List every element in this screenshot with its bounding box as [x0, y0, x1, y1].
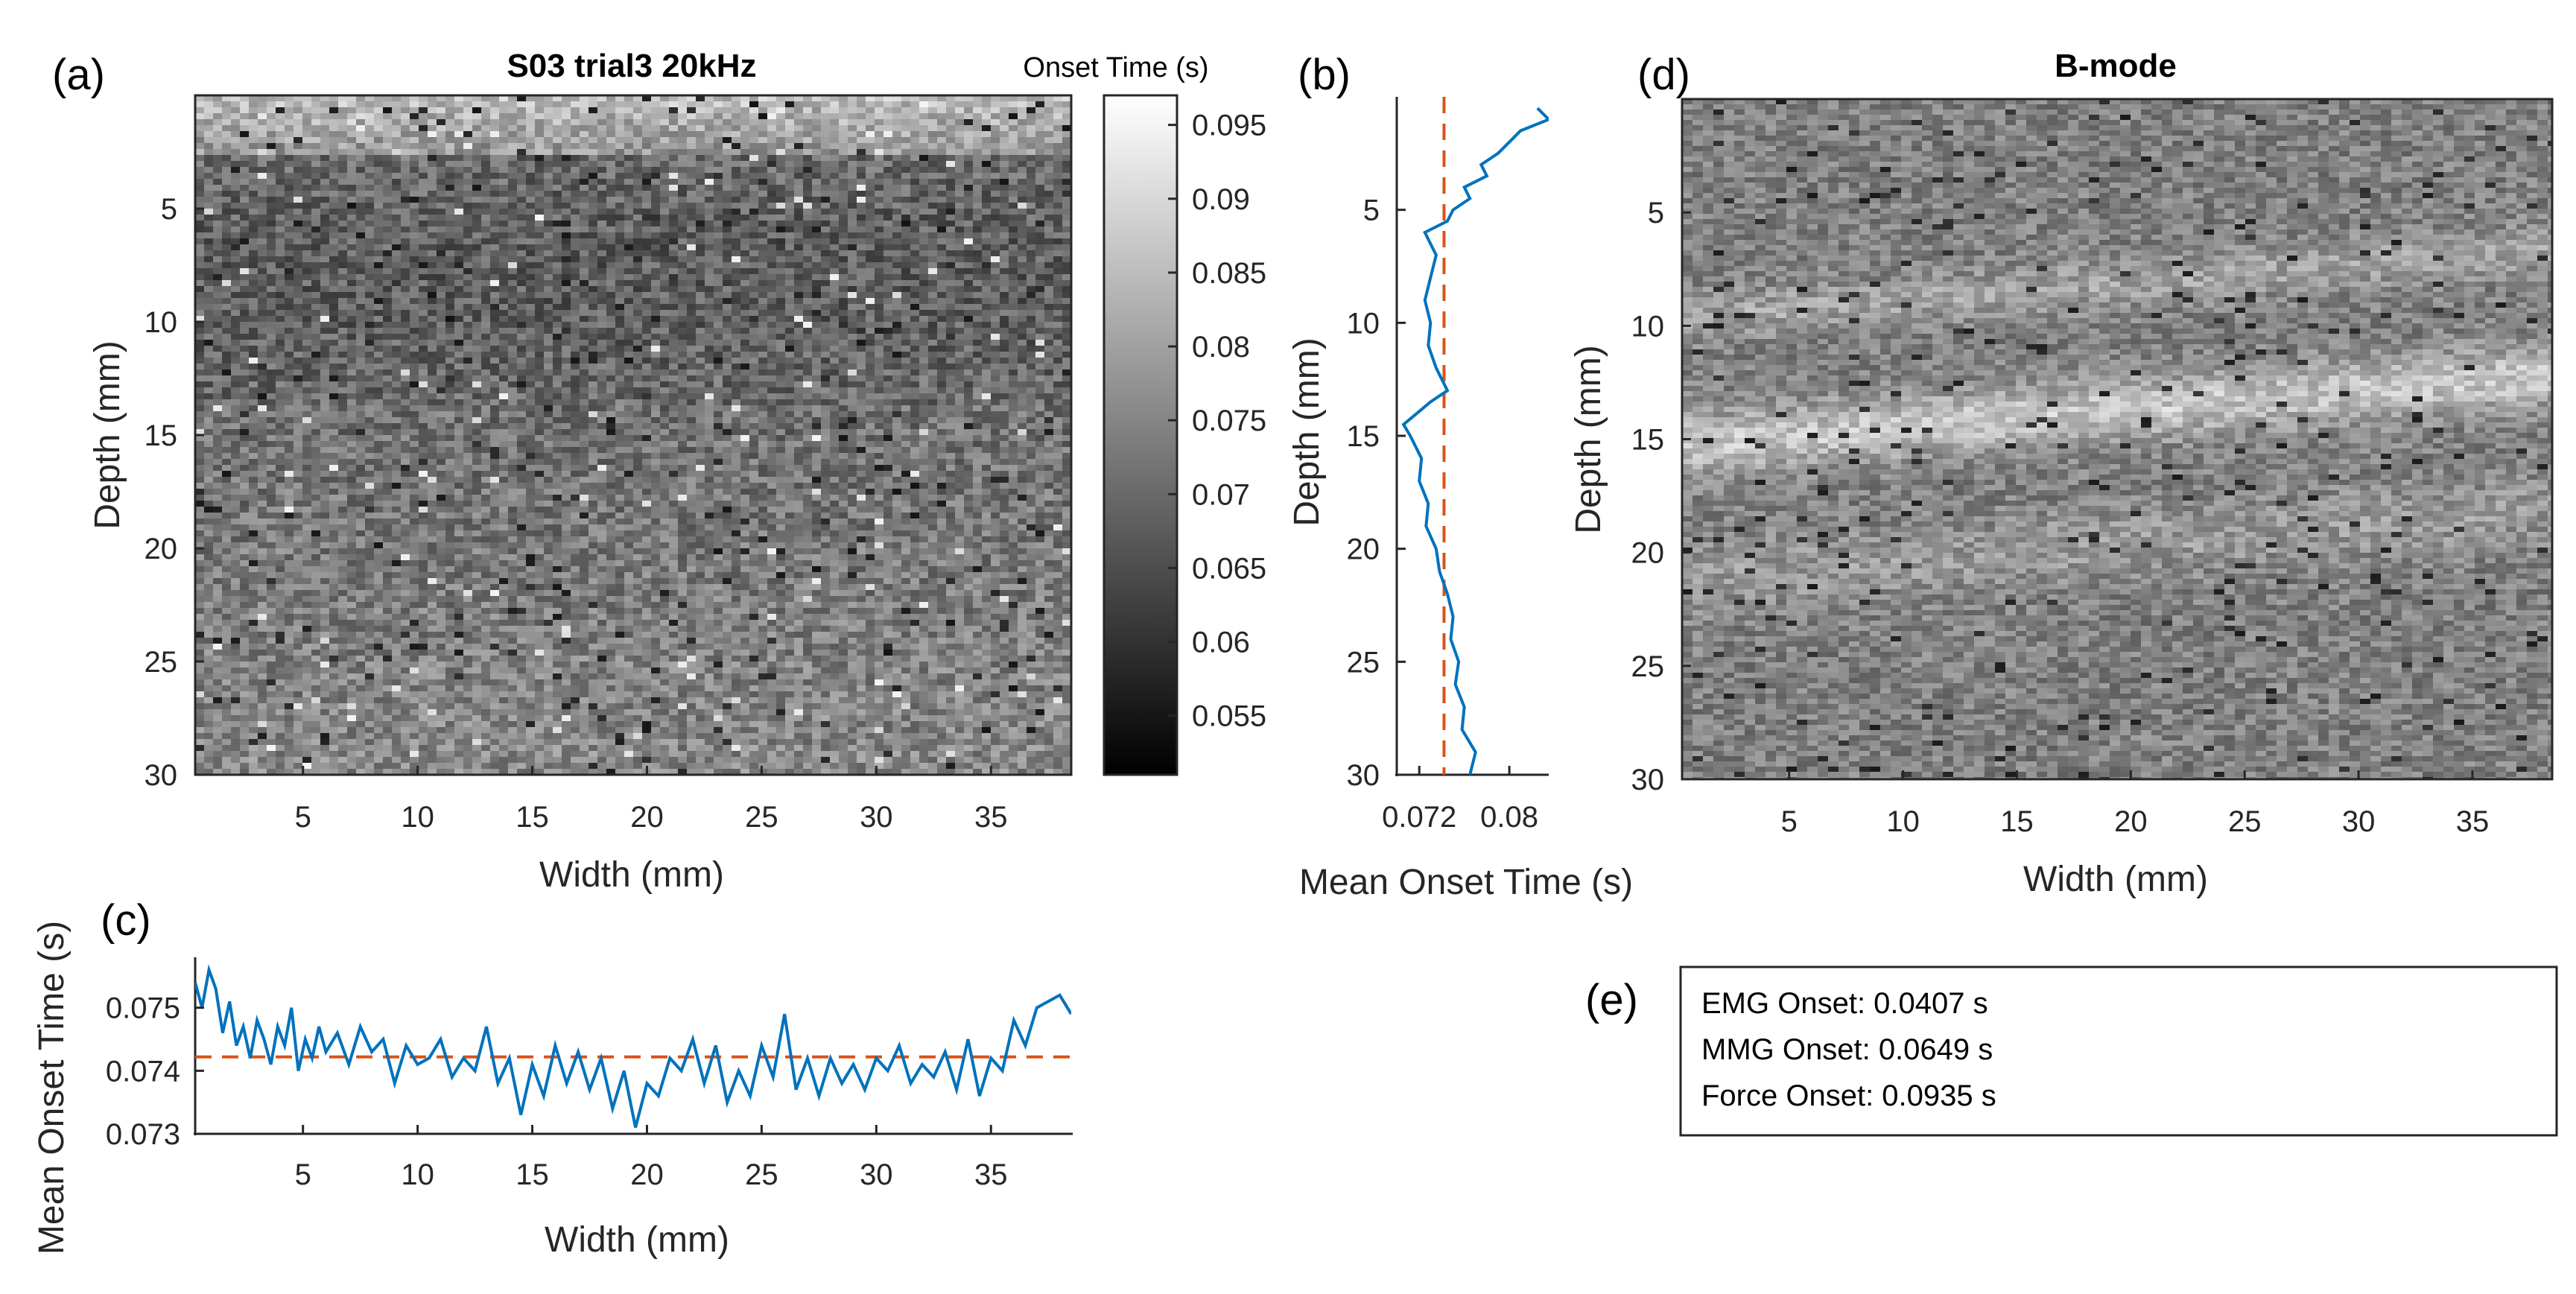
x-tick-label: 30 — [2342, 805, 2376, 838]
colorbar-tick-label: 0.085 — [1192, 257, 1266, 290]
panel-b-ticks: 0.072 0.08 5 10 15 20 25 30 — [1347, 194, 1539, 834]
colorbar-tick-label: 0.09 — [1192, 183, 1250, 216]
panel-d-bmode-image — [1682, 99, 2552, 779]
panel-a-title: S03 trial3 20kHz — [507, 48, 756, 84]
x-tick-label: 10 — [401, 1158, 434, 1191]
x-tick-label: 0.072 — [1382, 801, 1456, 834]
colorbar-tick-label: 0.06 — [1192, 627, 1250, 659]
panel-b: 0.072 0.08 5 10 15 20 25 30 Mean Onset Time (s)… — [1287, 97, 1633, 902]
panel-d-ticks: 5 10 15 20 25 30 35 5 10 15 20 25 30 — [1631, 197, 2490, 838]
info-force-onset: Force Onset: 0.0935 s — [1701, 1079, 1996, 1112]
x-tick-label: 20 — [630, 801, 664, 834]
y-tick-label: 15 — [1631, 424, 1665, 457]
panel-a-heatmap — [195, 95, 1071, 775]
panel-a: S03 trial3 20kHz 5 10 15 20 25 30 35 5 10 15 20 25 3… — [88, 48, 1073, 895]
colorbar-title: Onset Time (s) — [1023, 52, 1208, 83]
panel-c-series-line — [195, 964, 1071, 1129]
x-tick-label: 35 — [974, 1158, 1008, 1191]
panel-b-ylabel: Depth (mm) — [1287, 337, 1327, 526]
x-tick-label: 5 — [1781, 805, 1798, 838]
x-tick-label: 25 — [2228, 805, 2262, 838]
colorbar-ticks: 0.055 0.06 0.065 0.07 0.075 0.08 0.085 0.09 0.09… — [1168, 110, 1266, 733]
y-tick-label: 0.074 — [106, 1055, 180, 1088]
y-tick-label: 30 — [145, 759, 178, 792]
info-emg-onset: EMG Onset: 0.0407 s — [1701, 987, 1988, 1020]
x-tick-label: 25 — [745, 801, 778, 834]
panel-d-title: B-mode — [2055, 48, 2177, 84]
colorbar-gradient — [1103, 94, 1178, 776]
x-tick-label: 10 — [401, 801, 434, 834]
info-box-frame — [1679, 965, 2558, 1137]
panel-c-ylabel: Mean Onset Time (s) — [32, 921, 72, 1255]
y-tick-label: 0.073 — [106, 1118, 180, 1151]
x-tick-label: 0.08 — [1480, 801, 1538, 834]
x-tick-label: 15 — [515, 801, 549, 834]
x-tick-label: 15 — [515, 1158, 549, 1191]
panel-c-xlabel: Width (mm) — [545, 1220, 729, 1260]
colorbar-tick-label: 0.065 — [1192, 552, 1266, 585]
colorbar-tick-label: 0.095 — [1192, 110, 1266, 142]
y-tick-label: 5 — [1648, 197, 1664, 229]
x-tick-label: 30 — [860, 801, 893, 834]
panel-label-d: (d) — [1637, 51, 1690, 99]
panel-label-b: (b) — [1298, 51, 1351, 99]
panel-a-xlabel: Width (mm) — [539, 855, 724, 895]
colorbar-tick-label: 0.075 — [1192, 405, 1266, 437]
x-tick-label: 20 — [2114, 805, 2148, 838]
y-tick-label: 25 — [145, 646, 178, 679]
panel-d-xlabel: Width (mm) — [2023, 860, 2208, 899]
y-tick-label: 15 — [1347, 420, 1380, 453]
x-tick-label: 25 — [745, 1158, 778, 1191]
panel-label-a: (a) — [52, 51, 105, 99]
panel-b-xlabel: Mean Onset Time (s) — [1299, 863, 1633, 902]
panel-d: B-mode 5 10 15 20 25 30 35 5 10 15 20 25 30 Width (m… — [1569, 48, 2554, 899]
y-tick-label: 10 — [1347, 307, 1380, 340]
panel-label-e: (e) — [1585, 976, 1638, 1024]
info-box: EMG Onset: 0.0407 s MMG Onset: 0.0649 s … — [1679, 965, 2558, 1137]
y-tick-label: 5 — [161, 193, 177, 226]
panel-c-ticks: 5 10 15 20 25 30 35 0.073 0.074 0.075 — [106, 992, 1008, 1191]
y-tick-label: 0.075 — [106, 992, 180, 1025]
colorbar-tick-label: 0.055 — [1192, 700, 1266, 733]
x-tick-label: 10 — [1886, 805, 1920, 838]
y-tick-label: 30 — [1631, 764, 1665, 796]
y-tick-label: 25 — [1631, 650, 1665, 683]
colorbar-tick-label: 0.08 — [1192, 331, 1250, 364]
panel-d-ylabel: Depth (mm) — [1569, 345, 1608, 533]
y-tick-label: 20 — [1631, 537, 1665, 570]
y-tick-label: 30 — [1347, 759, 1380, 792]
x-tick-label: 15 — [2000, 805, 2034, 838]
y-tick-label: 20 — [1347, 533, 1380, 566]
info-mmg-onset: MMG Onset: 0.0649 s — [1701, 1033, 1993, 1066]
y-tick-label: 15 — [145, 419, 178, 452]
y-tick-label: 20 — [145, 533, 178, 565]
panel-label-c: (c) — [101, 896, 151, 945]
y-tick-label: 10 — [145, 306, 178, 339]
panel-a-ticks: 5 10 15 20 25 30 35 5 10 15 20 25 30 — [145, 193, 1008, 834]
panel-b-series-line — [1401, 107, 1549, 775]
y-tick-label: 10 — [1631, 310, 1665, 343]
colorbar-tick-label: 0.07 — [1192, 478, 1250, 511]
x-tick-label: 20 — [630, 1158, 664, 1191]
x-tick-label: 30 — [860, 1158, 893, 1191]
panel-a-ylabel: Depth (mm) — [88, 340, 127, 529]
y-tick-label: 5 — [1363, 194, 1380, 227]
x-tick-label: 35 — [974, 801, 1008, 834]
x-tick-label: 5 — [295, 1158, 311, 1191]
colorbar: Onset Time (s) 0.0550.060.0650.070.0750.… — [1023, 52, 1266, 776]
x-tick-label: 5 — [295, 801, 311, 834]
y-tick-label: 25 — [1347, 646, 1380, 679]
x-tick-label: 35 — [2456, 805, 2490, 838]
